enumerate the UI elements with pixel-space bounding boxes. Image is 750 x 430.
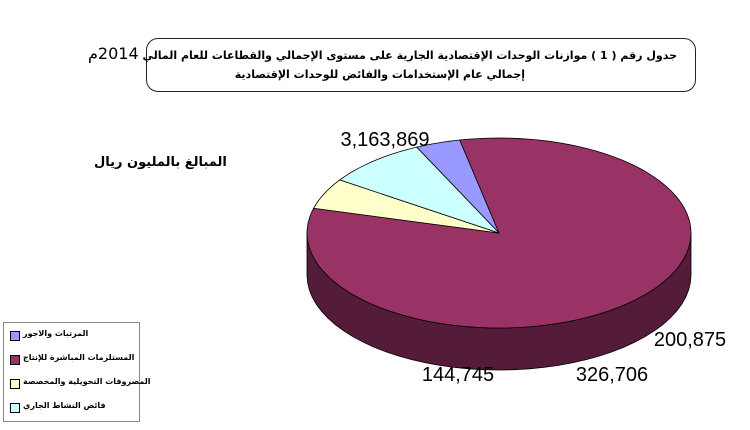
units-label: المبالغ بالمليون ريال — [94, 155, 227, 170]
legend-swatch — [10, 403, 20, 413]
legend-item: المصروفات التحويلية والمخصصة — [10, 377, 150, 391]
legend-item: فائض النشاط الجاري — [10, 401, 138, 415]
pie-labels: 144,745 3,163,869 200,875 326,706 — [341, 129, 727, 386]
pie-slice — [415, 139, 500, 234]
title-year: 2014م — [88, 44, 139, 63]
legend-item: المستلزمات المباشرة للإنتاج — [10, 353, 138, 367]
legend-swatch — [10, 355, 20, 365]
data-label: 200,875 — [654, 329, 726, 351]
pie-slice — [338, 146, 500, 234]
title-text: موازنات الوحدات الإقتصادية الجارية على م… — [142, 49, 588, 62]
title-box: جدول رقم ( 1 ) موازنات الوحدات الإقتصادي… — [88, 38, 696, 92]
legend-item: المرتبات والاجور — [10, 329, 138, 343]
legend-label: المستلزمات المباشرة للإنتاج — [23, 353, 135, 362]
data-label: 326,706 — [576, 364, 648, 386]
title-line: جدول رقم ( 1 ) موازنات الوحدات الإقتصادي… — [88, 44, 677, 63]
pie-tops — [306, 137, 692, 329]
legend-label: المرتبات والاجور — [23, 329, 89, 338]
legend-label: المصروفات التحويلية والمخصصة — [23, 377, 151, 386]
title-prefix: جدول رقم — [620, 49, 677, 62]
chart-subtitle: إجمالي عام الإستخدامات والفائض للوحدات ا… — [234, 68, 525, 81]
table-number: ( 1 ) — [591, 49, 617, 62]
data-label: 3,163,869 — [341, 129, 430, 151]
legend-swatch — [10, 331, 20, 341]
data-label: 144,745 — [422, 364, 494, 386]
legend-swatch — [10, 379, 20, 389]
pie-slice — [312, 179, 500, 234]
legend-label: فائض النشاط الجاري — [23, 401, 106, 410]
legend: المرتبات والاجور المستلزمات المباشرة للإ… — [3, 322, 150, 422]
